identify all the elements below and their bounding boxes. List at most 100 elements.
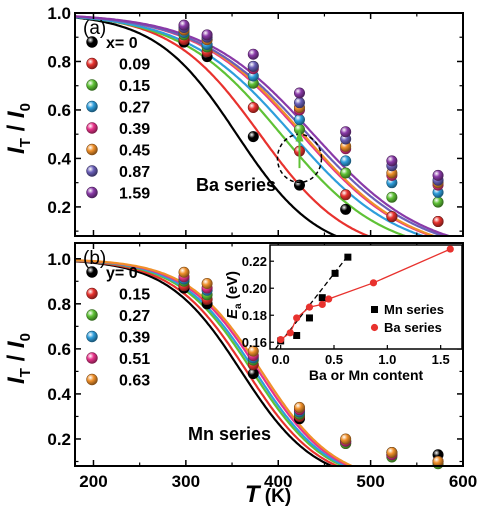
fit-curve-a-3: [75, 16, 427, 236]
fit-curves-b: [75, 259, 355, 466]
data-point-a-1-5: [386, 211, 398, 223]
plot-area-a: [75, 15, 453, 236]
inset-legend-marker-1: [370, 323, 379, 332]
inset-y-label-sub: a: [233, 303, 244, 309]
x-label-main: T: [245, 481, 262, 508]
inset-point-0-2: [305, 314, 313, 322]
data-point-a-3-4: [340, 155, 352, 167]
inset-point-0-3: [318, 294, 326, 302]
inset-x-tick-label-2: 1.0: [378, 352, 396, 367]
panel-label-b: (b): [83, 248, 106, 269]
y-label-mid: /: [3, 118, 30, 138]
x-tick-label-b-2: 400: [264, 472, 292, 491]
legend-marker-b-1: [86, 287, 98, 300]
data-point-b-5-2: [247, 345, 259, 357]
inset-point-1-7: [446, 245, 454, 253]
data-point-a-0-3: [293, 179, 305, 191]
axes-frame-b: [74, 242, 464, 467]
legend-label-b-3: 0.39: [119, 330, 150, 347]
y-tick-label-a-2: 0.6: [47, 101, 71, 120]
y-tick-label-a-4: 1.0: [47, 4, 71, 23]
data-point-a-7-3: [293, 87, 305, 99]
data-point-a-7-2: [247, 48, 259, 60]
inset-point-1-6: [369, 279, 378, 287]
legend-marker-a-5: [86, 143, 98, 156]
legend-label-a-2: 0.15: [119, 78, 150, 95]
series-label-a: Ba series: [196, 175, 276, 195]
data-point-a-2-5: [386, 191, 398, 203]
x-tick-label-b-4: 600: [449, 472, 477, 491]
y-label-main: I: [3, 376, 30, 384]
legend-label-a-0: x= 0: [106, 35, 138, 52]
legend-marker-a-4: [86, 122, 98, 134]
inset-point-1-5: [325, 295, 333, 303]
y-axis-label-b: IT / I0: [3, 333, 34, 384]
legend-marker-b-4: [86, 352, 98, 364]
inset-point-1-3: [305, 303, 314, 311]
y-label-sub2: 0: [17, 103, 34, 111]
panel-a: 0.20.40.60.81.0IT / I0(a)x= 00.090.150.2…: [3, 4, 464, 237]
y-label-sub2: 0: [17, 333, 34, 341]
data-point-a-6-3: [293, 97, 305, 109]
y-label-sub: T: [17, 138, 34, 147]
legend-label-b-1: 0.15: [119, 287, 150, 304]
inset-y-label-main: E: [224, 308, 241, 319]
x-label-unit: (K): [260, 486, 292, 507]
legend-a: x= 0 0.09 0.15 0.27 0.39 0.45 0.87 1.59: [86, 35, 150, 203]
legend-label-b-2: 0.27: [119, 308, 150, 325]
data-point-a-0-4: [340, 203, 352, 215]
inset-y-label: Ea (eV): [224, 271, 244, 319]
inset-point-1-2: [293, 314, 301, 322]
data-point-a-2-4: [340, 167, 352, 179]
legend-marker-a-0: [86, 36, 98, 48]
data-point-a-1-2: [247, 102, 259, 114]
x-tick-label-b-1: 300: [172, 472, 200, 491]
legend-marker-b-3: [86, 330, 98, 343]
inset-x-tick-label-0: 0.0: [272, 352, 290, 367]
inset-y-tick-label-1: 0.18: [242, 308, 267, 323]
fit-curves-a: [75, 15, 453, 236]
inset-y-tick-label-2: 0.20: [242, 281, 267, 296]
legend-label-a-6: 0.87: [119, 164, 150, 181]
y-tick-label-b-1: 0.4: [47, 385, 71, 404]
arrow-head: [295, 129, 304, 142]
data-point-a-3-3: [293, 114, 305, 126]
data-points-a: [178, 19, 444, 227]
inset-y-tick-label-0: 0.16: [242, 335, 267, 350]
inset-legend-label-1: Ba series: [384, 320, 442, 335]
panel-label-a: (a): [83, 18, 106, 39]
y-tick-label-b-3: 0.8: [47, 295, 71, 314]
fit-curve-b-1: [75, 259, 340, 466]
inset-point-1-1: [286, 329, 294, 337]
data-point-b-5-1: [201, 278, 213, 290]
data-point-b-5-4: [340, 433, 352, 445]
inset-point-1-4: [318, 300, 326, 309]
data-point-a-7-4: [340, 126, 352, 138]
y-label-main: I: [3, 146, 30, 154]
data-point-a-1-6: [432, 215, 444, 227]
inset-legend-marker-0: [371, 306, 378, 313]
y-label-sub: T: [17, 368, 34, 377]
data-point-a-7-0: [178, 19, 190, 31]
y-tick-label-a-0: 0.2: [47, 198, 71, 217]
y-label-main2: I: [3, 340, 30, 348]
legend-label-a-4: 0.39: [119, 121, 150, 138]
inset-x-label: Ba or Mn content: [309, 367, 424, 383]
inset-y-tick-label-3: 0.22: [242, 254, 267, 269]
y-tick-label-b-4: 1.0: [47, 250, 71, 269]
legend-marker-a-7: [86, 186, 98, 199]
legend-label-a-5: 0.45: [119, 143, 150, 160]
fit-curve-a-7: [75, 15, 453, 236]
legend-marker-b-2: [86, 309, 98, 321]
data-point-b-5-5: [386, 446, 398, 458]
y-axis-label-a: IT / I0: [3, 103, 34, 154]
fit-curve-b-0: [75, 260, 335, 466]
y-tick-label-a-1: 0.4: [47, 149, 71, 168]
legend-marker-b-5: [86, 373, 98, 386]
inset-point-0-1: [293, 331, 301, 339]
data-point-a-7-5: [386, 155, 398, 167]
legend-label-b-4: 0.51: [119, 351, 150, 368]
data-point-a-7-6: [432, 169, 444, 181]
